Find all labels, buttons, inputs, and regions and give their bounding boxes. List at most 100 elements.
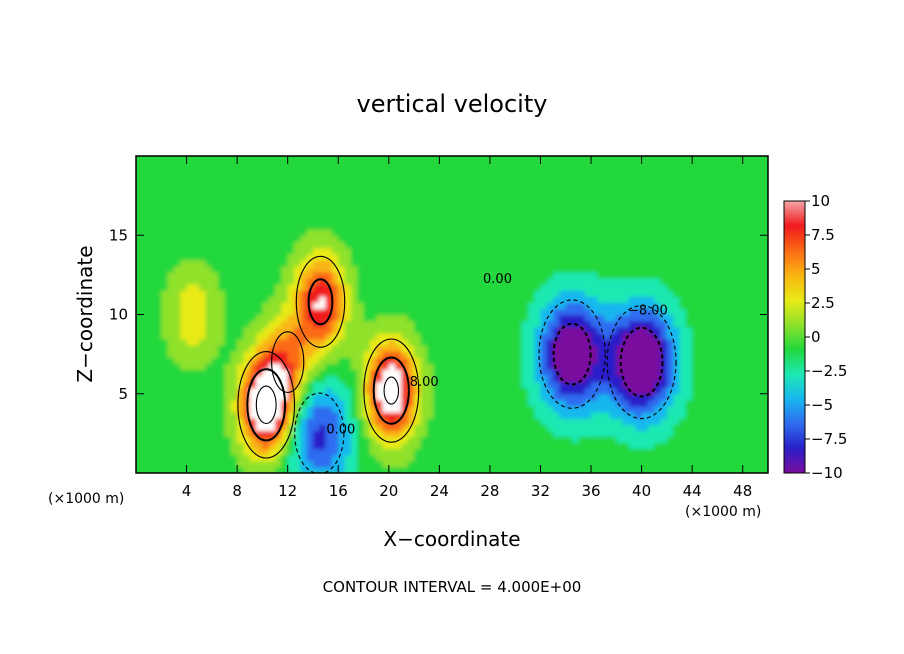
heat-cell: [433, 284, 440, 291]
heat-cell: [489, 192, 497, 200]
heat-cell: [192, 448, 200, 456]
heat-cell: [312, 229, 320, 236]
heat-cell: [515, 223, 523, 230]
heat-cell: [281, 247, 289, 255]
heat-cell: [641, 430, 649, 438]
heat-cell: [616, 259, 624, 267]
heat-cell: [388, 424, 396, 431]
heat-cell: [199, 442, 207, 450]
heat-cell: [275, 387, 282, 395]
heat-cell: [180, 387, 188, 395]
heat-cell: [730, 277, 737, 285]
heat-cell: [395, 393, 403, 401]
heat-cell: [515, 186, 523, 194]
heat-cell: [243, 259, 251, 267]
heat-cell: [249, 405, 257, 413]
heat-cell: [350, 277, 358, 285]
heat-cell: [224, 326, 232, 334]
heat-cell: [369, 216, 377, 224]
heat-cell: [414, 180, 421, 188]
heat-cell: [521, 357, 529, 364]
heat-cell: [420, 448, 428, 456]
heat-cell: [717, 351, 725, 358]
heat-cell: [597, 393, 605, 401]
heat-cell: [572, 247, 579, 255]
heat-cell: [180, 162, 188, 169]
heat-cell: [553, 424, 561, 431]
heat-cell: [736, 174, 744, 181]
heat-cell: [312, 442, 320, 450]
heat-cell: [180, 430, 188, 438]
heat-cell: [382, 357, 390, 364]
heat-cell: [312, 412, 320, 419]
heat-cell: [344, 271, 352, 279]
heat-cell: [711, 247, 719, 255]
heat-cell: [685, 466, 693, 473]
heat-cell: [521, 326, 529, 334]
heat-cell: [736, 216, 744, 224]
heat-cell: [546, 302, 554, 310]
heat-cell: [376, 235, 384, 242]
heat-cell: [616, 156, 624, 163]
heat-cell: [622, 363, 630, 370]
heat-cell: [496, 454, 504, 462]
heat-cell: [673, 271, 681, 279]
heat-cell: [641, 308, 649, 316]
heat-cell: [338, 253, 346, 261]
heat-cell: [148, 320, 156, 328]
heat-cell: [584, 430, 592, 438]
heat-cell: [527, 302, 535, 310]
heat-cell: [584, 290, 592, 297]
heat-cell: [287, 174, 295, 181]
heat-cell: [635, 277, 643, 285]
heat-cell: [521, 168, 529, 175]
heat-cell: [572, 156, 579, 163]
heat-cell: [230, 277, 238, 285]
heat-cell: [363, 271, 371, 279]
heat-cell: [730, 344, 737, 352]
heat-cell: [635, 204, 643, 212]
heat-cell: [338, 192, 346, 200]
heat-cell: [287, 460, 295, 468]
heat-cell: [641, 412, 649, 419]
heat-cell: [616, 326, 624, 334]
heat-cell: [736, 399, 744, 407]
heat-cell: [730, 198, 737, 206]
heat-cell: [154, 363, 162, 370]
heat-cell: [192, 296, 200, 303]
heat-cell: [136, 405, 143, 413]
heat-cell: [256, 320, 263, 328]
heat-cell: [262, 180, 270, 188]
heat-cell: [534, 174, 542, 181]
heat-cell: [540, 412, 548, 419]
heat-cell: [376, 253, 384, 261]
heat-cell: [249, 442, 257, 450]
heat-cell: [401, 223, 409, 230]
heat-cell: [154, 418, 162, 425]
heat-cell: [294, 216, 301, 224]
heat-cell: [256, 466, 263, 473]
heat-cell: [553, 265, 561, 273]
heat-cell: [319, 357, 327, 364]
heat-cell: [249, 204, 257, 212]
heat-cell: [527, 363, 535, 370]
heat-cell: [698, 424, 706, 431]
heat-cell: [572, 332, 579, 340]
heat-cell: [331, 454, 339, 462]
heat-cell: [578, 204, 586, 212]
heat-cell: [578, 277, 586, 285]
heat-cell: [161, 229, 169, 236]
heat-cell: [458, 241, 466, 249]
heat-cell: [591, 204, 598, 212]
heat-cell: [515, 466, 523, 473]
heat-cell: [666, 162, 674, 169]
heat-cell: [275, 363, 282, 370]
heat-cell: [357, 296, 365, 303]
heat-cell: [243, 466, 251, 473]
heat-cell: [224, 436, 232, 444]
heat-cell: [154, 460, 162, 468]
heat-cell: [616, 229, 624, 236]
heat-cell: [148, 247, 156, 255]
heat-cell: [692, 235, 700, 242]
heat-cell: [148, 418, 156, 425]
